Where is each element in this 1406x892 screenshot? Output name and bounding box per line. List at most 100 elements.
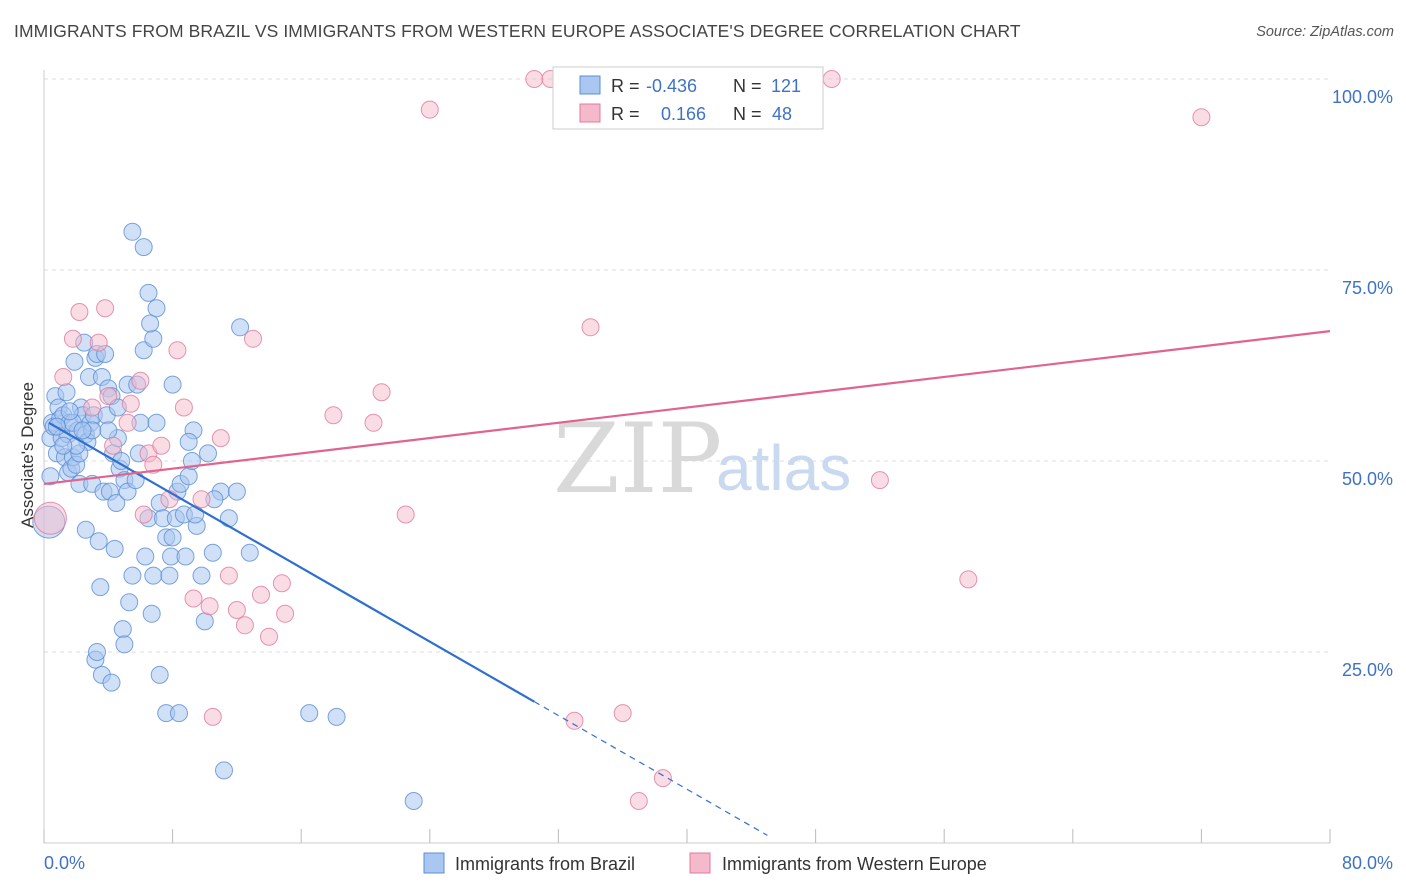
point-western-europe (1192, 108, 1211, 127)
point-western-europe (565, 711, 584, 730)
point-brazil (123, 222, 142, 241)
point-western-europe (70, 303, 89, 321)
y-tick-label: 100.0% (1332, 87, 1393, 107)
point-brazil (54, 436, 73, 455)
point-brazil (91, 578, 110, 597)
point-brazil (144, 329, 163, 348)
point-brazil (147, 413, 166, 432)
point-western-europe (33, 501, 67, 535)
gridlines (44, 78, 1330, 653)
x-tick-label: 80.0% (1342, 853, 1393, 873)
point-western-europe (219, 566, 238, 585)
point-western-europe (244, 329, 262, 348)
point-western-europe (144, 455, 163, 474)
source-credit: Source: ZipAtlas.com (1256, 24, 1394, 40)
point-brazil (179, 467, 198, 486)
point-western-europe (168, 341, 187, 360)
point-brazil (163, 528, 182, 547)
point-brazil (144, 566, 163, 585)
point-brazil (300, 704, 319, 723)
watermark-atlas: atlas (716, 432, 851, 504)
point-western-europe (200, 597, 219, 616)
point-western-europe (104, 436, 123, 455)
point-western-europe (581, 318, 600, 337)
series-western-europe (33, 70, 1211, 810)
point-brazil (142, 604, 161, 623)
legend-swatch-brazil (423, 852, 445, 874)
data-points (32, 70, 1211, 810)
point-western-europe (121, 394, 140, 413)
point-brazil (163, 375, 182, 394)
point-western-europe (54, 368, 73, 386)
point-western-europe (959, 570, 978, 589)
x-tick-labels: 0.0% 80.0% (44, 853, 1393, 873)
point-western-europe (276, 604, 295, 623)
x-tick-label: 0.0% (44, 853, 85, 873)
y-tick-label: 25.0% (1342, 660, 1393, 680)
point-brazil (88, 643, 106, 661)
point-brazil (76, 520, 95, 539)
point-western-europe (131, 371, 150, 390)
point-brazil (170, 704, 188, 723)
point-western-europe (203, 707, 222, 726)
point-western-europe (192, 490, 211, 509)
point-western-europe (272, 574, 291, 593)
stats-r-label-brazil: R = (611, 76, 640, 96)
legend-label-brazil: Immigrants from Brazil (455, 854, 635, 874)
point-western-europe (260, 627, 278, 646)
point-brazil (73, 421, 92, 440)
y-axis-label: Associate's Degree (18, 382, 37, 528)
point-brazil (195, 612, 214, 631)
point-brazil (112, 452, 131, 470)
point-brazil (99, 421, 118, 440)
point-brazil (134, 238, 153, 257)
point-brazil (192, 566, 211, 585)
stats-n-label-western-europe: N = (733, 104, 762, 124)
point-brazil (150, 665, 169, 684)
point-brazil (115, 635, 134, 654)
point-western-europe (152, 436, 171, 455)
point-brazil (327, 707, 346, 726)
point-brazil (203, 543, 222, 562)
point-western-europe (211, 429, 230, 448)
point-western-europe (822, 70, 841, 88)
stats-n-label-brazil: N = (733, 76, 762, 96)
point-brazil (186, 505, 205, 524)
point-brazil (60, 402, 79, 421)
point-brazil (176, 547, 195, 566)
axes (43, 70, 1331, 844)
point-brazil (102, 673, 121, 692)
point-brazil (141, 314, 160, 333)
trend-line-brazil (48, 421, 535, 703)
legend-label-western-europe: Immigrants from Western Europe (722, 854, 987, 874)
stats-r-value-brazil: -0.436 (646, 76, 697, 96)
chart-title: IMMIGRANTS FROM BRAZIL VS IMMIGRANTS FRO… (14, 21, 1021, 41)
point-brazil (231, 318, 250, 337)
point-western-europe (653, 769, 672, 788)
point-brazil (136, 547, 155, 566)
point-western-europe (227, 601, 246, 619)
point-brazil (199, 444, 217, 463)
y-tick-labels: 25.0% 50.0% 75.0% 100.0% (1332, 87, 1393, 680)
stats-box: R = -0.436 N = 121 R = 0.166 N = 48 (552, 66, 824, 130)
point-western-europe (134, 505, 153, 524)
point-brazil (240, 543, 259, 562)
point-brazil (107, 494, 126, 512)
point-western-europe (364, 413, 383, 432)
point-western-europe (252, 585, 270, 604)
stats-n-value-western-europe: 48 (772, 104, 792, 124)
point-western-europe (83, 398, 102, 417)
point-brazil (147, 299, 166, 318)
y-tick-label: 50.0% (1342, 469, 1393, 489)
watermark: ZIP atlas (553, 403, 851, 515)
point-brazil (179, 432, 198, 451)
point-brazil (89, 532, 108, 551)
point-western-europe (372, 383, 391, 402)
point-brazil (57, 383, 76, 402)
point-brazil (65, 352, 84, 371)
stats-r-label-western-europe: R = (611, 104, 640, 124)
point-brazil (215, 761, 233, 780)
point-western-europe (89, 333, 108, 352)
legend-swatch-western-europe (689, 852, 711, 874)
